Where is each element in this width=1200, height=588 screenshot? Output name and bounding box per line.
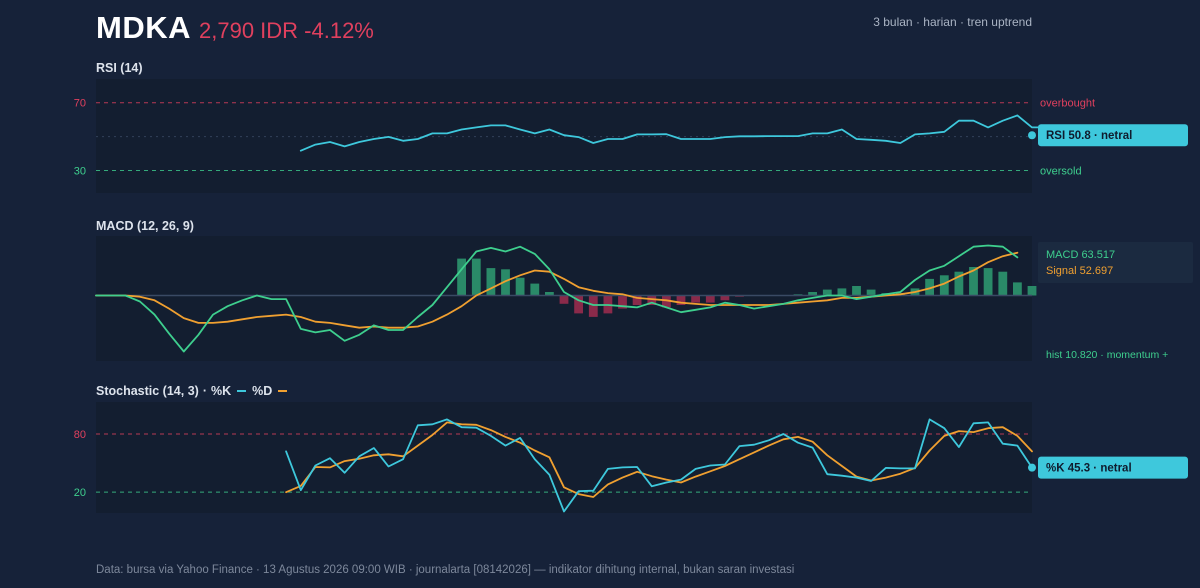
macd-histogram-bar bbox=[457, 258, 466, 296]
macd-histogram-bar bbox=[969, 267, 978, 296]
macd-histogram-bar bbox=[1027, 286, 1037, 296]
macd-histogram-bar bbox=[720, 295, 730, 301]
macd-histogram-bar bbox=[515, 277, 525, 296]
rsi-tick-30: 30 bbox=[74, 165, 86, 177]
macd-line bbox=[95, 244, 1019, 353]
stoch-d-legend-swatch bbox=[278, 390, 288, 392]
macd-histogram-bar bbox=[574, 295, 583, 314]
stoch-k-legend-label: %K bbox=[211, 384, 232, 398]
macd-hist-readout: hist 10.820 · momentum + bbox=[1046, 349, 1168, 361]
macd-histogram-bar bbox=[618, 295, 627, 309]
rsi-panel-title: RSI (14) bbox=[96, 61, 143, 75]
stoch-end-label: %K 45.3 · netral bbox=[1046, 463, 1132, 475]
macd-histogram-bar bbox=[1013, 282, 1022, 296]
stoch-tick-20: 20 bbox=[74, 487, 86, 499]
chart-subtitle: 3 bulan · harian · tren uptrend bbox=[873, 15, 1032, 29]
macd-histogram-bar bbox=[837, 288, 847, 296]
macd-histogram-bar bbox=[471, 258, 481, 296]
stoch-panel-bg bbox=[96, 402, 1032, 513]
macd-histogram-bar bbox=[501, 269, 510, 296]
rsi-end-label-bg bbox=[1038, 124, 1188, 147]
signal-value-readout: Signal 52.697 bbox=[1046, 265, 1113, 277]
macd-histogram-bar bbox=[545, 292, 554, 296]
macd-histogram-bar bbox=[676, 295, 686, 305]
macd-histogram-bar bbox=[662, 295, 671, 308]
macd-histogram-bar bbox=[808, 292, 817, 296]
rsi-tick-70: 70 bbox=[74, 98, 86, 110]
stoch-d-line bbox=[285, 421, 1033, 498]
rsi-end-marker bbox=[1028, 131, 1036, 140]
rsi-end-label: RSI 50.8 · netral bbox=[1046, 130, 1132, 142]
macd-histogram-bar bbox=[852, 286, 861, 296]
macd-value-readout: MACD 63.517 bbox=[1046, 249, 1115, 261]
macd-histogram-bar bbox=[939, 275, 949, 296]
macd-histogram-bar bbox=[691, 295, 700, 303]
macd-panel-title: MACD (12, 26, 9) bbox=[96, 219, 194, 233]
stoch-end-label-bg bbox=[1038, 456, 1188, 479]
macd-histogram-bar bbox=[486, 268, 496, 296]
stoch-k-line bbox=[285, 418, 1033, 513]
ticker-symbol: MDKA bbox=[96, 10, 191, 45]
stoch-end-marker bbox=[1028, 463, 1036, 472]
macd-histogram-bar bbox=[647, 295, 657, 305]
stoch-d-legend-label: %D bbox=[252, 384, 273, 398]
macd-histogram-bar bbox=[588, 295, 598, 317]
stochastic-title-text: Stochastic (14, 3) bbox=[96, 384, 199, 398]
stochastic-panel-title: Stochastic (14, 3) · %K %D bbox=[96, 384, 289, 398]
macd-readout-box bbox=[1038, 242, 1193, 283]
price-change: 2,790 IDR -4.12% bbox=[199, 18, 374, 43]
macd-histogram-bar bbox=[822, 289, 832, 296]
rsi-oversold-label: oversold bbox=[1040, 165, 1082, 177]
macd-histogram-bar bbox=[925, 278, 934, 296]
rsi-overbought-label: overbought bbox=[1040, 98, 1095, 110]
macd-histogram-bar bbox=[998, 271, 1008, 296]
macd-histogram-bar bbox=[983, 268, 993, 296]
macd-histogram-bar bbox=[705, 295, 715, 303]
macd-histogram-bar bbox=[530, 283, 540, 296]
title-separator: · bbox=[202, 384, 207, 398]
stoch-tick-80: 80 bbox=[74, 429, 86, 441]
rsi-line bbox=[299, 114, 1063, 152]
macd-histogram-bar bbox=[632, 295, 642, 305]
macd-histogram-bar bbox=[954, 271, 964, 296]
header: MDKA 2,790 IDR -4.12% bbox=[96, 10, 374, 46]
macd-histogram-bar bbox=[866, 289, 876, 296]
macd-histogram-bar bbox=[559, 295, 569, 304]
stoch-k-legend-swatch bbox=[237, 390, 247, 392]
footer-source: Data: bursa via Yahoo Finance · 13 Agust… bbox=[96, 564, 795, 576]
